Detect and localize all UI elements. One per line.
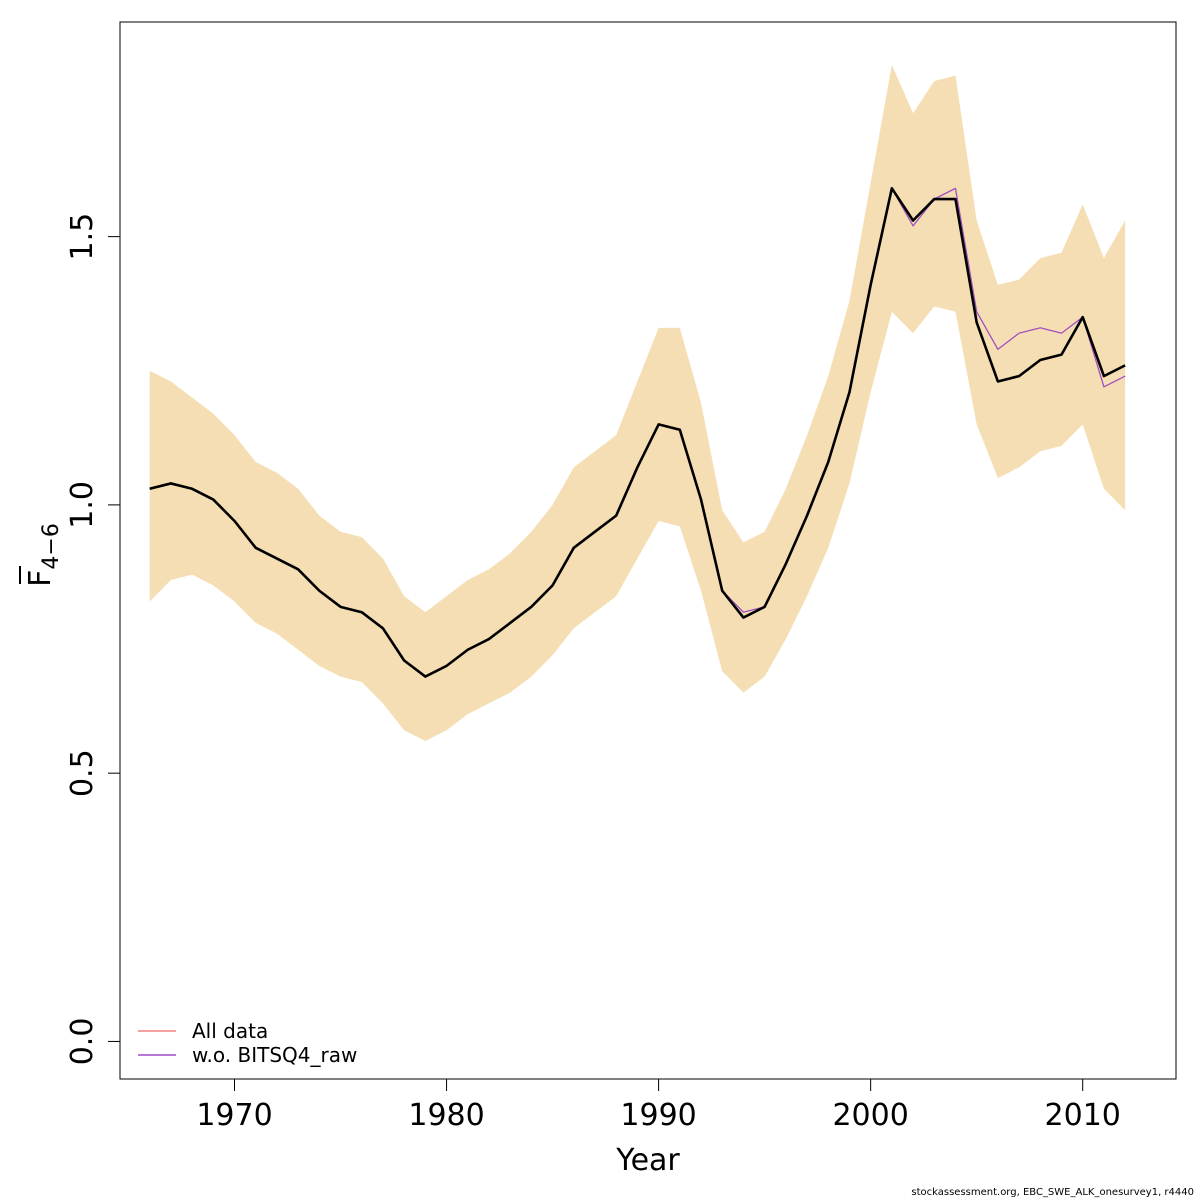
axes-layer: 1970 1980 1990 2000 2010 0.0 0.5 1.0 1.5 [65, 213, 1121, 1133]
legend-label-all-data: All data [192, 1019, 268, 1043]
footer-credit: stockassessment.org, EBC_SWE_ALK_onesurv… [911, 1187, 1194, 1198]
x-axis-title: Year [615, 1143, 680, 1178]
x-tick-label: 2000 [832, 1098, 908, 1133]
y-tick-label: 1.0 [65, 481, 100, 529]
legend-label-wo-bitsq4: w.o. BITSQ4_raw [192, 1043, 357, 1067]
confidence-band [149, 64, 1126, 741]
y-axis-title: F4−6 [19, 523, 64, 587]
x-tick-label: 1970 [196, 1098, 272, 1133]
x-tick-label: 1990 [620, 1098, 696, 1133]
y-tick-label: 0.5 [65, 749, 100, 797]
y-tick-label: 0.0 [65, 1018, 100, 1066]
svg-text:F4−6: F4−6 [23, 523, 64, 587]
x-tick-label: 2010 [1045, 1098, 1121, 1133]
plot-layer [149, 64, 1126, 741]
y-axis-title-main: F [23, 570, 58, 587]
legend: All data w.o. BITSQ4_raw [138, 1019, 357, 1067]
y-tick-label: 1.5 [65, 213, 100, 261]
y-axis-title-sub: 4−6 [39, 523, 64, 569]
series-line-main [149, 187, 1126, 678]
x-tick-label: 1980 [408, 1098, 484, 1133]
